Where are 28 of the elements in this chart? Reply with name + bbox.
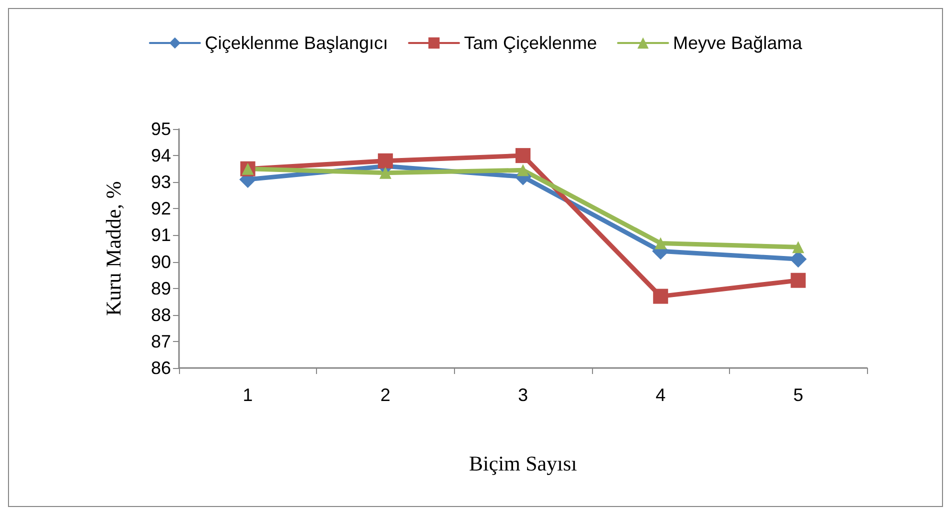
y-tick-label: 88: [150, 304, 171, 325]
y-tick-label: 86: [150, 358, 171, 378]
point: [517, 164, 529, 176]
y-tick-label: 92: [150, 198, 171, 219]
y-tick-label: 90: [150, 252, 171, 272]
point: [654, 237, 667, 250]
y-tick-label: 89: [150, 278, 171, 298]
x-tick-label: 2: [380, 385, 390, 405]
x-tick-label: 3: [518, 385, 528, 405]
legend-label: Meyve Bağlama: [673, 33, 804, 53]
legend-label: Tam Çiçeklenme: [464, 33, 598, 53]
point: [792, 241, 804, 254]
y-tick-label: 87: [150, 331, 171, 352]
point: [379, 166, 392, 179]
point: [790, 272, 806, 288]
y-tick-label: 93: [150, 172, 171, 192]
point: [378, 153, 393, 168]
legend-label: Çiçeklenme Başlangıcı: [204, 33, 388, 53]
point: [653, 288, 668, 304]
x-tick-label: 5: [793, 385, 804, 405]
y-axis-title: Kuru Madde, %: [102, 181, 126, 316]
y-tick-label: 95: [150, 119, 171, 139]
x-tick-label: 1: [242, 385, 253, 405]
x-tick-label: 4: [656, 385, 666, 405]
y-tick-label: 91: [150, 225, 171, 246]
x-axis-title: Biçim Sayısı: [469, 452, 578, 476]
point: [516, 148, 530, 164]
y-tick-label: 94: [150, 146, 171, 166]
